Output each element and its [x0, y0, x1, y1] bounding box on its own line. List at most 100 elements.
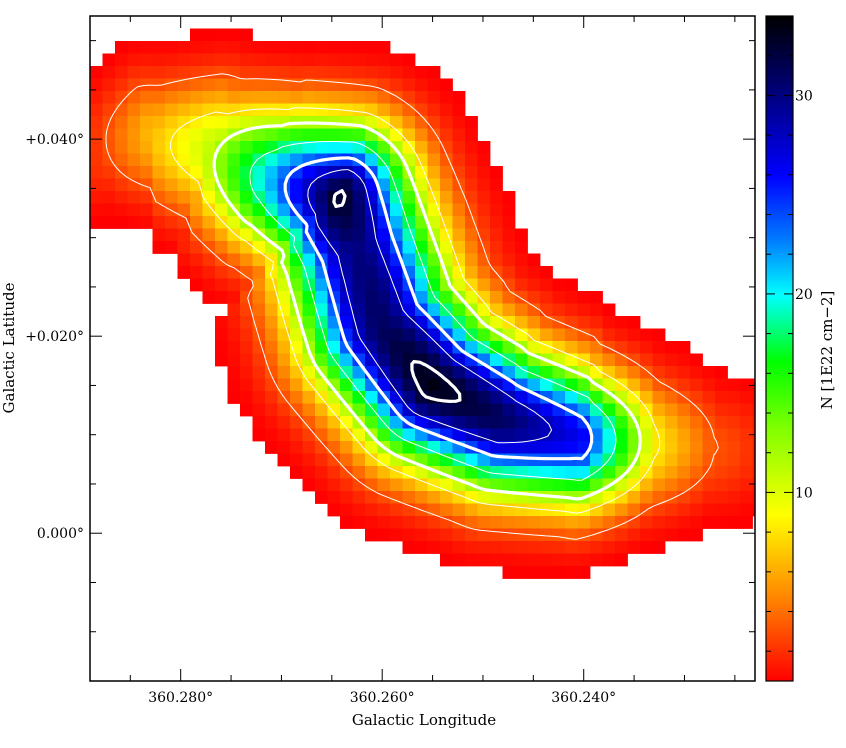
heatmap-cell: [740, 403, 753, 417]
heatmap-cell: [640, 516, 653, 529]
heatmap-cell: [377, 291, 391, 304]
heatmap-cell: [465, 128, 478, 142]
heatmap-cell: [240, 141, 253, 154]
heatmap-cell: [377, 466, 391, 479]
heatmap-cell: [727, 491, 741, 504]
heatmap-cell: [390, 178, 403, 192]
heatmap-cell: [377, 341, 391, 354]
heatmap-cell: [565, 341, 578, 354]
heatmap-cell: [727, 403, 741, 417]
heatmap-cell: [427, 303, 441, 317]
heatmap-cell: [377, 478, 391, 492]
heatmap-cell: [565, 441, 578, 454]
heatmap-cell: [90, 91, 103, 104]
heatmap-cell: [227, 366, 241, 379]
heatmap-cell: [327, 166, 341, 179]
heatmap-cell: [327, 478, 341, 492]
heatmap-cell: [427, 491, 441, 504]
heatmap-cell: [477, 266, 491, 279]
heatmap-cell: [352, 216, 366, 229]
heatmap-cell: [452, 303, 466, 317]
heatmap-cell: [265, 41, 278, 54]
heatmap-cell: [602, 366, 616, 379]
heatmap-cell: [190, 266, 203, 279]
heatmap-cell: [302, 41, 316, 54]
heatmap-cell: [240, 341, 253, 354]
heatmap-cell: [602, 528, 616, 542]
heatmap-cell: [440, 116, 453, 129]
heatmap-cell: [315, 203, 328, 217]
heatmap-cell: [227, 166, 241, 179]
heatmap-cell: [302, 266, 316, 279]
heatmap-cell: [515, 266, 528, 279]
heatmap-cell: [352, 178, 366, 192]
heatmap-cell: [327, 441, 341, 454]
heatmap-cell: [365, 91, 378, 104]
heatmap-cell: [665, 528, 678, 542]
heatmap-cell: [415, 116, 428, 129]
heatmap-cell: [402, 403, 416, 417]
heatmap-cell: [527, 416, 541, 429]
heatmap-cell: [165, 41, 178, 54]
heatmap-cell: [440, 416, 453, 429]
heatmap-cell: [515, 428, 528, 442]
heatmap-cell: [552, 428, 566, 442]
heatmap-cell: [152, 116, 166, 129]
heatmap-cell: [440, 316, 453, 329]
heatmap-cell: [252, 416, 266, 429]
heatmap-cell: [465, 453, 478, 467]
colorbar-tick-label: 20: [795, 287, 813, 303]
heatmap-cell: [502, 291, 516, 304]
heatmap-cell: [327, 53, 341, 67]
heatmap-cell: [427, 341, 441, 354]
heatmap-cell: [427, 153, 441, 167]
heatmap-cell: [502, 203, 516, 217]
heatmap-cell: [340, 516, 353, 529]
heatmap-cell: [427, 141, 441, 154]
heatmap-cell: [340, 366, 353, 379]
heatmap-cell: [302, 391, 316, 404]
heatmap-cell: [227, 91, 241, 104]
heatmap-cell: [640, 441, 653, 454]
heatmap-cell: [565, 328, 578, 342]
heatmap-cell: [390, 66, 403, 79]
heatmap-cell: [265, 153, 278, 167]
heatmap-cell: [727, 478, 741, 492]
heatmap-cell: [615, 378, 628, 392]
heatmap-cell: [427, 378, 441, 392]
heatmap-cell: [677, 478, 691, 492]
heatmap-cell: [140, 116, 153, 129]
heatmap-cell: [515, 403, 528, 417]
heatmap-cell: [165, 116, 178, 129]
heatmap-cell: [252, 216, 266, 229]
heatmap-cell: [402, 528, 416, 542]
heatmap-cell: [740, 503, 753, 517]
heatmap-cell: [402, 253, 416, 267]
heatmap-cell: [102, 91, 116, 104]
y-tick-label: 0.000°: [37, 526, 84, 542]
heatmap-cell: [452, 178, 466, 192]
heatmap-cell: [177, 78, 191, 92]
heatmap-cell: [677, 341, 691, 354]
heatmap-cell: [340, 178, 353, 192]
heatmap-cell: [715, 378, 728, 392]
heatmap-cell: [490, 303, 503, 317]
heatmap-cell: [415, 78, 428, 92]
heatmap-cell: [602, 316, 616, 329]
heatmap-cell: [552, 503, 566, 517]
heatmap-cell: [665, 366, 678, 379]
heatmap-cell: [452, 416, 466, 429]
heatmap-cell: [652, 466, 666, 479]
heatmap-cell: [202, 28, 216, 42]
heatmap-cell: [240, 328, 253, 342]
heatmap-cell: [165, 241, 178, 254]
heatmap-cell: [440, 528, 453, 542]
heatmap-cell: [477, 366, 491, 379]
heatmap-cell: [252, 178, 266, 192]
heatmap-cell: [740, 491, 753, 504]
heatmap-cell: [552, 291, 566, 304]
heatmap-cell: [390, 441, 403, 454]
heatmap-cell: [202, 78, 216, 92]
heatmap-cell: [477, 378, 491, 392]
heatmap-cell: [402, 103, 416, 117]
